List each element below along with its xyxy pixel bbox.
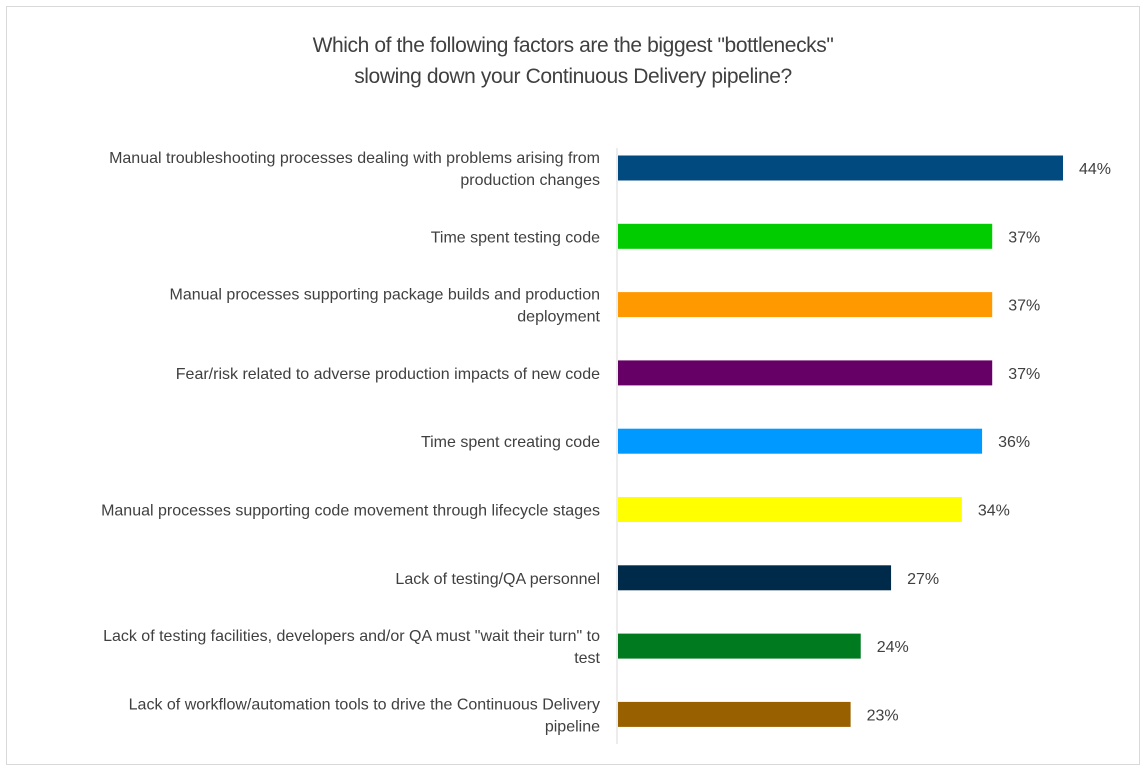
bar-1 [618,155,1063,181]
bar-5 [618,428,983,454]
bar-6 [618,497,962,522]
bar-8 [618,633,861,659]
chart-title: Which of the following factors are the b… [0,30,1146,92]
value-label-9: 23% [867,707,899,724]
category-label-2-line-1: Time spent testing code [431,229,600,246]
value-label-1: 44% [1079,161,1111,178]
category-label-5-line-1: Time spent creating code [421,434,600,451]
bar-9 [618,701,851,727]
chart-title-line-2: slowing down your Continuous Delivery pi… [354,65,792,88]
bar-7 [618,565,892,591]
bars: 44% Manual troubleshooting processes deal… [101,150,1111,735]
category-label-1-line-2: production changes [460,172,600,189]
bar-2 [618,223,993,249]
value-label-8: 24% [877,639,909,656]
value-label-3: 37% [1008,298,1040,315]
category-label-9-line-1: Lack of workflow/automation tools to dri… [129,696,600,713]
category-label-3-line-1: Manual processes supporting package buil… [170,287,601,304]
value-label-7: 27% [907,571,939,588]
value-label-4: 37% [1008,366,1040,383]
chart-frame [6,6,1140,765]
value-label-2: 37% [1008,229,1040,246]
category-label-6-line-1: Manual processes supporting code movemen… [101,503,600,520]
chart-title-line-1: Which of the following factors are the b… [312,34,834,57]
category-label-8-line-2: test [574,650,600,667]
category-label-7-line-1: Lack of testing/QA personnel [395,571,600,588]
category-label-1-line-1: Manual troubleshooting processes dealing… [109,150,600,167]
bar-3 [618,292,993,318]
bar-4 [618,360,993,386]
value-label-6: 34% [978,503,1010,520]
category-label-8-line-1: Lack of testing facilities, developers a… [103,628,600,645]
category-label-9-line-2: pipeline [545,718,600,735]
category-label-3-line-2: deployment [517,309,600,326]
category-label-4-line-1: Fear/risk related to adverse production … [176,366,600,383]
value-label-5: 36% [998,434,1030,451]
